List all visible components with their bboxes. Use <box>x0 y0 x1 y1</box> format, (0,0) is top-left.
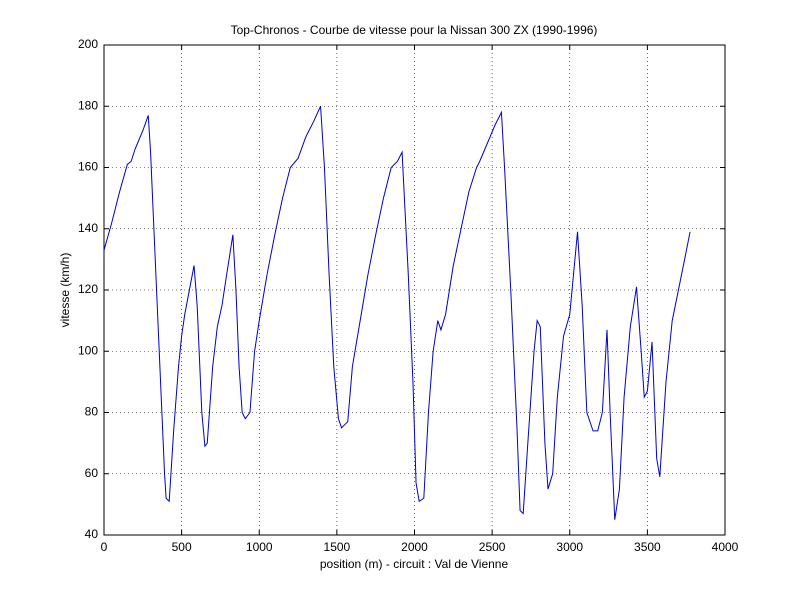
speed-line <box>103 106 691 520</box>
x-tick-label: 3000 <box>556 540 583 554</box>
y-tick-label: 80 <box>85 405 99 419</box>
x-tick-label: 1500 <box>324 540 351 554</box>
y-tick-label: 60 <box>85 466 99 480</box>
x-tick-label: 2500 <box>479 540 506 554</box>
x-tick-label: 0 <box>101 540 108 554</box>
x-tick-label: 4000 <box>712 540 739 554</box>
x-tick-label: 1000 <box>246 540 273 554</box>
x-tick-label: 3500 <box>634 540 661 554</box>
x-tick-label: 500 <box>172 540 192 554</box>
y-tick-label: 100 <box>78 343 98 357</box>
y-tick-label: 200 <box>78 37 98 51</box>
chart-title: Top-Chronos - Courbe de vitesse pour la … <box>231 23 598 37</box>
y-tick-label: 160 <box>78 160 98 174</box>
x-tick-label: 2000 <box>401 540 428 554</box>
y-tick-label: 180 <box>78 98 98 112</box>
y-tick-label: 120 <box>78 282 98 296</box>
y-tick-label: 140 <box>78 221 98 235</box>
y-axis-label: vitesse (km/h) <box>58 253 72 328</box>
y-tick-label: 40 <box>85 527 99 541</box>
x-axis-label: position (m) - circuit : Val de Vienne <box>320 557 509 571</box>
